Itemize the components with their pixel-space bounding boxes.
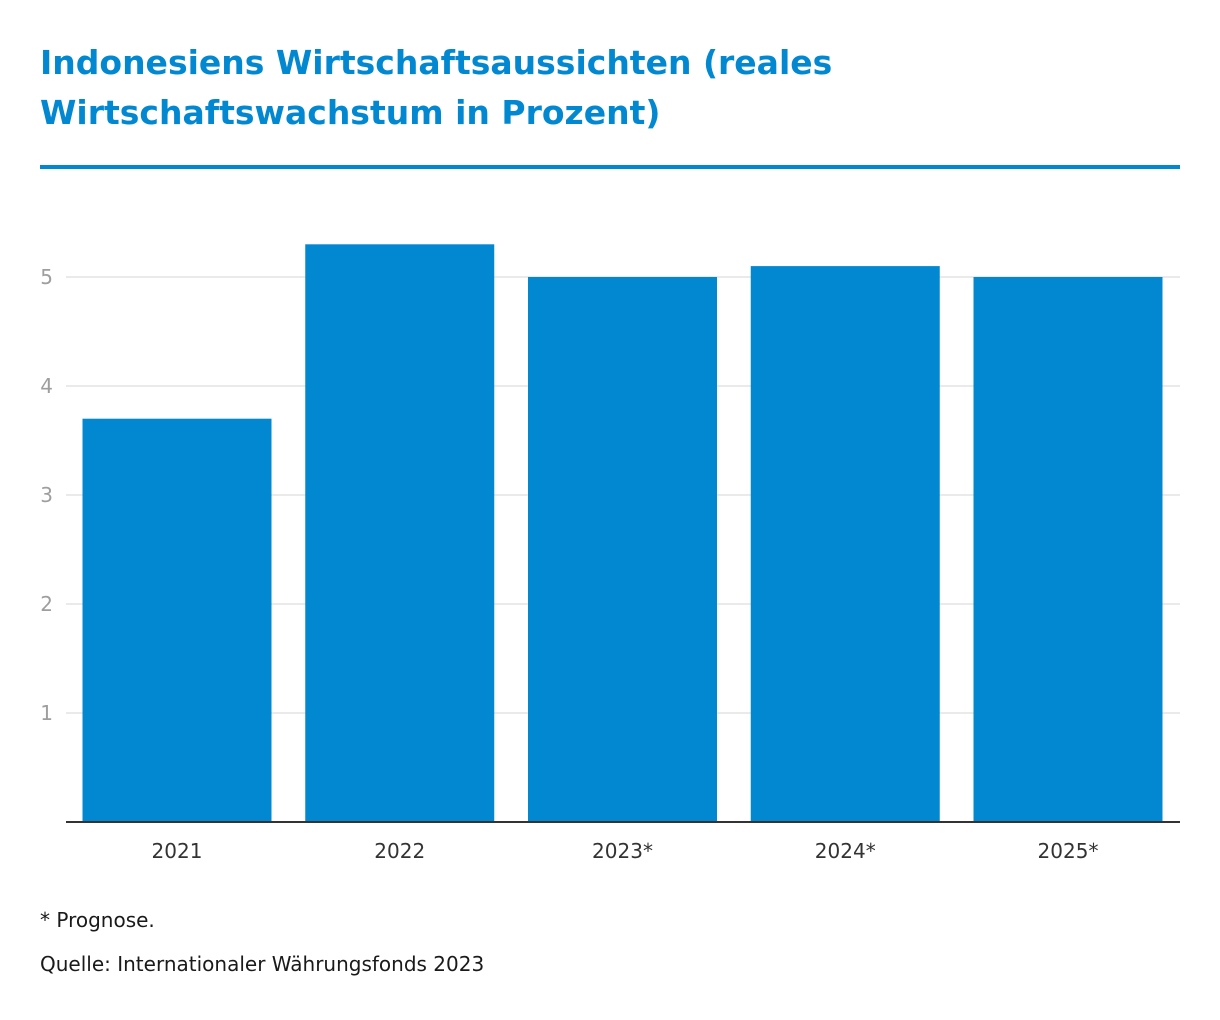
footnote: * Prognose. [40, 908, 155, 932]
y-axis-ticks: 1 2 3 4 5 [40, 265, 53, 725]
source-note: Quelle: Internationaler Währungsfonds 20… [40, 952, 485, 976]
y-tick-label: 1 [40, 701, 53, 725]
bars [82, 244, 1163, 823]
x-axis-ticks: 2021 2022 2023* 2024* 2025* [152, 839, 1099, 863]
chart-title: Indonesiens Wirtschaftsaussichten (reale… [40, 43, 833, 132]
y-tick-label: 5 [40, 265, 53, 289]
x-tick-label: 2025* [1038, 839, 1099, 863]
bar-2023 [528, 277, 717, 822]
x-tick-label: 2023* [592, 839, 653, 863]
y-tick-label: 2 [40, 592, 53, 616]
x-tick-label: 2021 [152, 839, 203, 863]
bar-2021 [82, 418, 272, 822]
bar-chart: 1 2 3 4 5 2021 2022 2023* 2024* 2025* [40, 244, 1180, 863]
x-tick-label: 2024* [815, 839, 876, 863]
title-divider [40, 165, 1180, 169]
y-tick-label: 4 [40, 374, 53, 398]
x-tick-label: 2022 [374, 839, 425, 863]
bar-2024 [750, 266, 940, 823]
bar-2022 [305, 244, 495, 823]
bar-2025 [973, 277, 1163, 822]
y-tick-label: 3 [40, 483, 53, 507]
